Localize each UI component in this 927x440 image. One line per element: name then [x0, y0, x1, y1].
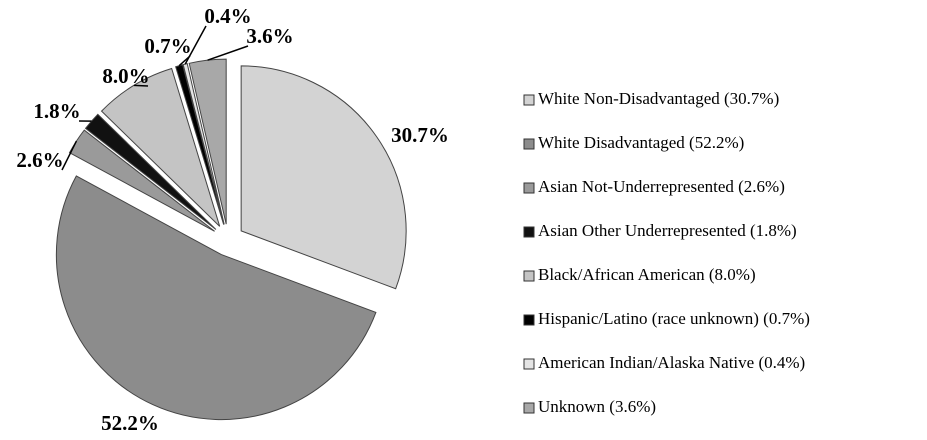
data-label: 52.2%	[101, 411, 159, 435]
legend-swatch	[523, 94, 535, 106]
pie-slice	[240, 65, 407, 290]
data-label: 3.6%	[246, 24, 293, 48]
legend-label: Unknown (3.6%)	[538, 397, 656, 416]
data-label: 30.7%	[391, 123, 449, 147]
legend-label: White Non-Disadvantaged (30.7%)	[538, 89, 779, 108]
pie-slice	[182, 63, 225, 225]
leader-line	[184, 25, 207, 65]
legend-label: Hispanic/Latino (race unknown) (0.7%)	[538, 309, 810, 328]
legend-label: White Disadvantaged (52.2%)	[538, 133, 744, 152]
leader-line	[207, 45, 249, 61]
pie-slice	[175, 64, 225, 225]
leader-line	[61, 140, 78, 171]
data-label: 2.6%	[16, 148, 63, 172]
legend-label: Asian Not-Underrepresented (2.6%)	[538, 177, 785, 196]
pie-slice	[84, 113, 217, 230]
legend-label: Asian Other Underrepresented (1.8%)	[538, 221, 797, 240]
data-label: 0.7%	[144, 34, 191, 58]
legend-label: American Indian/Alaska Native (0.4%)	[538, 353, 805, 372]
pie-slice	[100, 67, 221, 227]
legend-label: Black/African American (8.0%)	[538, 265, 756, 284]
legend-swatch	[523, 270, 535, 282]
pie-slice	[68, 129, 215, 232]
data-label: 0.4%	[204, 4, 251, 28]
data-label: 1.8%	[33, 99, 80, 123]
legend-swatch	[523, 358, 535, 370]
leader-line	[133, 84, 149, 87]
data-label: 8.0%	[102, 64, 149, 88]
legend-swatch	[523, 182, 535, 194]
pie-slice	[55, 175, 377, 421]
legend-swatch	[523, 402, 535, 414]
legend-swatch	[523, 314, 535, 326]
legend-swatch	[523, 138, 535, 150]
legend-swatch	[523, 226, 535, 238]
